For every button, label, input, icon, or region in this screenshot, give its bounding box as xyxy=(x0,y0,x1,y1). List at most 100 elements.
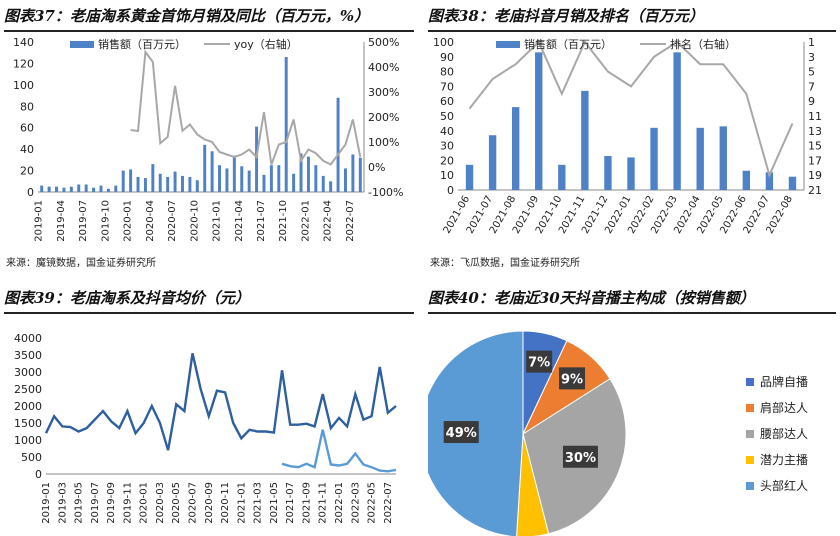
c37-ytick-right: 0% xyxy=(368,161,385,174)
c38-legend-bar-label: 销售额（百万元） xyxy=(524,37,612,51)
chart-39-title: 图表39：老庙淘系及抖音均价（元） xyxy=(4,286,414,314)
c39-xtick: 2019-09 xyxy=(106,482,117,524)
c37-ytick-left: 120 xyxy=(13,57,34,70)
c38-bar xyxy=(465,164,474,190)
c37-bar xyxy=(188,177,192,192)
c37-bar xyxy=(47,186,51,192)
c37-xtick: 2019-07 xyxy=(78,200,89,242)
c38-ytick-left: 80 xyxy=(440,66,454,79)
c39-xtick: 2020-11 xyxy=(220,482,231,524)
c37-bar xyxy=(84,184,88,192)
c37-bar xyxy=(62,187,66,192)
c37-xtick: 2021-01 xyxy=(212,200,223,242)
c38-ytick-right: 15 xyxy=(808,140,822,153)
c38-ytick-left: 20 xyxy=(440,154,454,167)
c39-xtick: 2020-05 xyxy=(171,482,182,524)
c39-xtick: 2021-03 xyxy=(253,482,264,524)
c39-xtick: 2019-01 xyxy=(41,482,52,524)
c37-yoy-line xyxy=(130,49,362,166)
c39-xtick: 2019-11 xyxy=(122,482,133,524)
c37-ytick-left: 40 xyxy=(20,143,34,156)
c37-xtick: 2020-10 xyxy=(189,200,200,242)
c40-legend-label: 肩部达人 xyxy=(760,400,808,415)
c39-ytick: 2500 xyxy=(14,383,42,396)
c38-ytick-right: 7 xyxy=(808,80,815,93)
c37-xtick: 2020-01 xyxy=(123,200,134,242)
c38-rank-line xyxy=(468,40,794,179)
c39-ytick: 500 xyxy=(21,451,42,464)
c37-bar xyxy=(306,156,310,192)
c39-xtick: 2022-03 xyxy=(350,482,361,524)
c38-ytick-left: 90 xyxy=(440,51,454,64)
c37-bar xyxy=(210,151,214,192)
c37-bar xyxy=(77,184,81,192)
c38-bar xyxy=(511,107,520,190)
chart-37-source: 来源：魔镜数据，国金证券研究所 xyxy=(6,258,156,269)
c37-bar xyxy=(269,165,273,192)
c39-xtick: 2022-05 xyxy=(367,482,378,524)
c37-bar xyxy=(180,175,184,192)
c39-ytick: 1000 xyxy=(14,434,42,447)
c39-ytick: 1500 xyxy=(14,417,42,430)
c37-xtick: 2021-04 xyxy=(234,200,245,242)
c40-legend-swatch xyxy=(746,378,754,386)
c38-bar xyxy=(673,52,681,190)
c37-ytick-right: 500% xyxy=(368,36,399,49)
c37-bar xyxy=(218,165,222,192)
c37-bar xyxy=(255,126,259,192)
c39-ytick: 2000 xyxy=(14,400,42,413)
c37-xtick: 2022-01 xyxy=(300,200,311,242)
c40-legend-swatch xyxy=(746,456,754,464)
panel-chart-40: 图表40：老庙近30天抖音播主构成（按销售额） 7% 9% 30% 49% 品牌自播 肩部… xyxy=(428,286,836,536)
c39-ytick: 3000 xyxy=(14,366,42,379)
c38-ytick-right: 1 xyxy=(808,36,815,49)
c37-bar xyxy=(240,166,244,192)
c37-bar xyxy=(247,170,251,192)
c40-legend-swatch xyxy=(746,404,754,412)
c39-ytick: 3500 xyxy=(14,349,42,362)
c39-ytick: 0 xyxy=(35,468,42,481)
c37-ytick-left: 140 xyxy=(13,36,34,49)
c37-ytick-left: 80 xyxy=(20,100,34,113)
c37-bar xyxy=(329,181,333,192)
c38-legend-bar-swatch xyxy=(496,41,520,48)
c38-ytick-right: 17 xyxy=(808,154,822,167)
c39-xtick: 2021-11 xyxy=(318,482,329,524)
c39-xtick: 2021-05 xyxy=(269,482,280,524)
c38-bar xyxy=(604,155,612,190)
c37-bar xyxy=(121,170,125,192)
c39-xtick: 2020-07 xyxy=(188,482,199,524)
c37-bar xyxy=(277,165,281,192)
c37-bar xyxy=(203,144,207,192)
c38-bar xyxy=(696,127,704,190)
c38-ytick-right: 9 xyxy=(808,95,815,108)
c40-legend-label: 头部红人 xyxy=(760,478,808,493)
c40-slice xyxy=(516,433,550,536)
c37-ytick-right: 200% xyxy=(368,111,399,124)
c37-xtick: 2019-04 xyxy=(56,200,67,242)
panel-chart-37: 图表37：老庙淘系黄金首饰月销及同比（百万元，%） 0 20 40 60 80 100 12… xyxy=(4,4,414,274)
chart-37-svg: 0 20 40 60 80 100 120 140 -100% 0% 100% 200% 300% 400… xyxy=(13,36,403,242)
c38-bar xyxy=(765,172,774,190)
c40-legend-swatch xyxy=(746,482,754,490)
c38-bar xyxy=(719,126,727,190)
chart-38-source: 来源：飞瓜数据，国金证券研究所 xyxy=(430,258,580,269)
c37-bar xyxy=(143,178,147,192)
c40-data-label-box xyxy=(443,421,479,444)
c37-bar xyxy=(358,157,362,192)
chart-40-title: 图表40：老庙近30天抖音播主构成（按销售额） xyxy=(428,286,836,314)
c37-ytick-left: 0 xyxy=(27,186,34,199)
c38-ytick-left: 40 xyxy=(440,125,454,138)
c37-bar xyxy=(114,185,118,192)
c38-bar xyxy=(581,90,589,190)
c37-ytick-right: 100% xyxy=(368,136,399,149)
c38-ytick-right: 13 xyxy=(808,125,822,138)
c37-bar xyxy=(262,174,266,192)
c37-bar xyxy=(55,186,59,192)
c37-xtick: 2021-10 xyxy=(278,200,289,242)
c37-ytick-left: 20 xyxy=(20,165,34,178)
chart-37-title: 图表37：老庙淘系黄金首饰月销及同比（百万元，%） xyxy=(4,4,414,32)
c37-ytick-right: 300% xyxy=(368,86,399,99)
c37-legend-bar-swatch xyxy=(70,41,94,48)
c39-xtick: 2022-01 xyxy=(334,482,345,524)
